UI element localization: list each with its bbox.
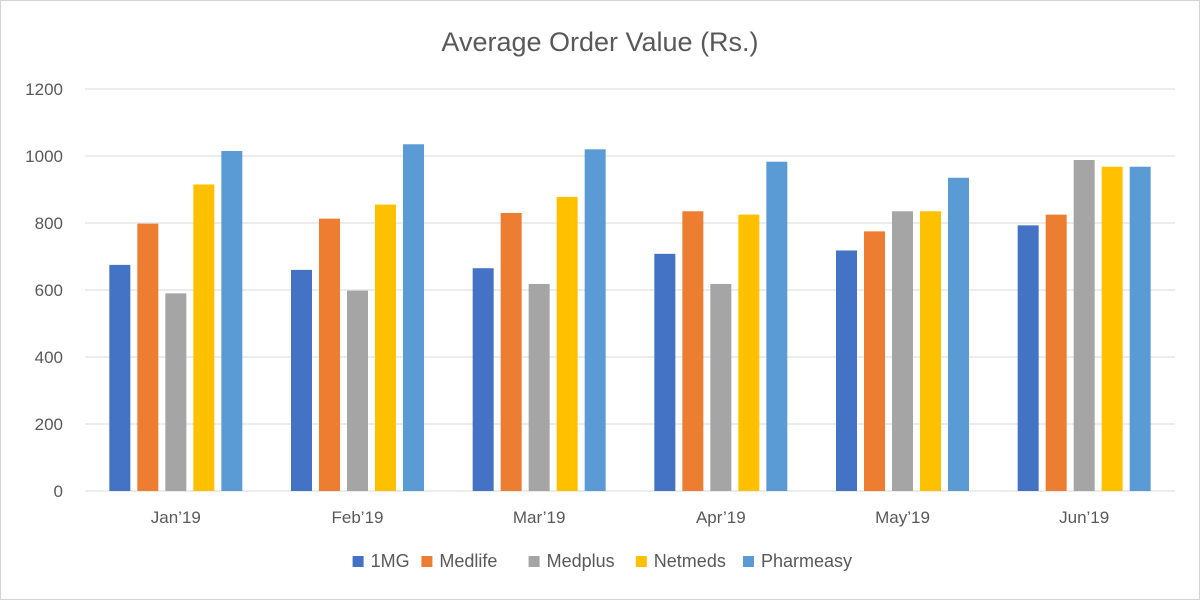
bar-1mg <box>291 269 312 491</box>
bar-pharmeasy <box>221 150 243 491</box>
y-tick-label: 400 <box>35 348 63 367</box>
legend-swatch-medlife <box>421 556 433 567</box>
bar-1mg <box>472 268 494 491</box>
bar-medlife <box>319 218 340 491</box>
bar-medplus <box>710 283 732 491</box>
bar-netmeds <box>556 196 578 491</box>
bar-medplus <box>1073 160 1095 491</box>
bar-medlife <box>682 211 704 491</box>
bar-netmeds <box>375 204 396 491</box>
bar-netmeds <box>193 184 215 491</box>
legend-label-medplus: Medplus <box>547 551 615 571</box>
bar-medlife <box>864 231 885 491</box>
legend-swatch-medplus <box>528 556 540 567</box>
x-axis-ticks: Jan’19 Feb’19 Mar’19 Apr’19 May’19 Jun’19 <box>151 508 1109 527</box>
legend-swatch-netmeds <box>635 556 647 567</box>
bar-medplus <box>892 211 913 491</box>
bar-medplus <box>165 293 187 491</box>
legend-swatch-pharmeasy <box>743 556 754 567</box>
y-tick-label: 600 <box>35 281 63 300</box>
x-tick-label: Jun’19 <box>1059 508 1109 527</box>
bar-pharmeasy <box>1129 166 1151 491</box>
bar-1mg <box>654 253 676 491</box>
legend-swatch-1mg <box>352 556 364 567</box>
bar-medlife <box>500 212 522 491</box>
bar-medlife <box>1045 214 1067 491</box>
bar-medplus <box>347 290 368 491</box>
bar-medplus <box>528 283 550 491</box>
legend-label-netmeds: Netmeds <box>654 551 726 571</box>
x-tick-label: Feb’19 <box>332 508 384 527</box>
x-tick-label: Jan’19 <box>151 508 201 527</box>
x-tick-label: Mar’19 <box>513 508 566 527</box>
bar-pharmeasy <box>403 144 424 491</box>
bar-pharmeasy <box>766 161 788 491</box>
legend-label-medlife: Medlife <box>439 551 497 571</box>
bar-medlife <box>137 223 159 492</box>
chart-title: Average Order Value (Rs.) <box>441 27 758 57</box>
bar-1mg <box>109 264 131 491</box>
x-tick-label: May’19 <box>875 508 930 527</box>
legend-label-1mg: 1MG <box>371 551 410 571</box>
y-axis-ticks: 0 200 400 600 800 1000 1200 <box>25 80 63 501</box>
bar-netmeds <box>920 211 941 491</box>
legend: 1MG Medlife Medplus Netmeds Pharmeasy <box>352 551 852 571</box>
bar-netmeds <box>1101 166 1123 491</box>
bar-netmeds <box>738 214 760 491</box>
y-tick-label: 0 <box>54 482 63 501</box>
bar-pharmeasy <box>584 149 606 492</box>
legend-label-pharmeasy: Pharmeasy <box>761 551 852 571</box>
bar-pharmeasy <box>948 177 969 491</box>
y-tick-label: 1200 <box>25 80 63 99</box>
bars <box>109 144 1151 492</box>
gridlines <box>85 88 1175 492</box>
bar-1mg <box>1017 225 1039 491</box>
bar-1mg <box>836 250 857 491</box>
y-tick-label: 1000 <box>25 147 63 166</box>
y-tick-label: 800 <box>35 214 63 233</box>
x-tick-label: Apr’19 <box>696 508 746 527</box>
y-tick-label: 200 <box>35 415 63 434</box>
